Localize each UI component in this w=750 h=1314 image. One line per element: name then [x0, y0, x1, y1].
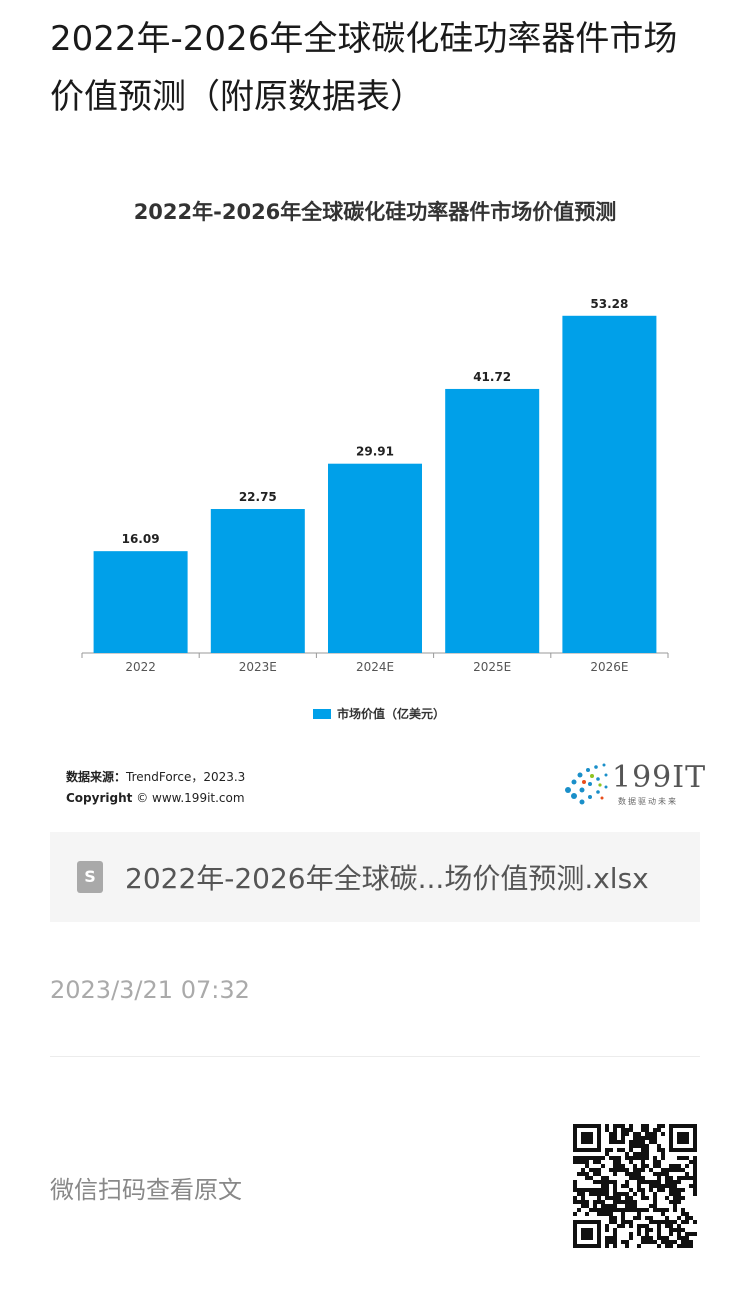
bar-chart: 16.09 2022 22.75 2023E 29.91 2024E 41.72 2025E 5…: [81, 297, 669, 674]
legend-label: 市场价值（亿美元）: [337, 707, 446, 721]
x-tick-label-2026E: 2026E: [590, 660, 628, 674]
data-label-2023E: 22.75: [239, 490, 277, 504]
logo-dots-icon: [565, 763, 608, 805]
data-label-2024E: 29.91: [356, 445, 394, 459]
divider: [50, 1056, 700, 1057]
source-label: 数据来源：: [66, 770, 127, 784]
x-tick-label-2025E: 2025E: [473, 660, 511, 674]
publish-timestamp: 2023/3/21 07:32: [50, 976, 250, 1004]
copyright-label: Copyright: [66, 791, 133, 805]
bar-2023E: [210, 509, 305, 653]
x-tick-label-2024E: 2024E: [356, 660, 394, 674]
legend-swatch: [313, 708, 331, 719]
brand-logo: 199IT 数据驱动未来: [560, 760, 705, 810]
chart-title: 2022年-2026年全球碳化硅功率器件市场价值预测: [133, 200, 617, 224]
bar-2025E: [445, 388, 540, 653]
attachment-file-name[interactable]: 2022年-2026年全球碳...场价值预测.xlsx: [125, 862, 649, 895]
chart-image: 2022年-2026年全球碳化硅功率器件市场价值预测 16.09 2022 22.7…: [50, 180, 705, 820]
bar-2024E: [328, 463, 422, 653]
bar-2022: [93, 551, 188, 653]
scan-prompt: 微信扫码查看原文: [50, 1176, 242, 1204]
spreadsheet-file-icon: S: [77, 861, 103, 893]
logo-tagline: 数据驱动未来: [618, 797, 678, 806]
data-label-2025E: 41.72: [473, 370, 511, 384]
x-tick-label-2022: 2022: [125, 660, 156, 674]
bar-2026E: [562, 315, 657, 653]
chart-source: 数据来源：TrendForce，2023.3 Copyright © www.1…: [66, 767, 245, 809]
data-label-2022: 16.09: [122, 532, 160, 546]
x-tick-label-2023E: 2023E: [239, 660, 277, 674]
data-label-2026E: 53.28: [590, 297, 628, 311]
attachment-card[interactable]: S 2022年-2026年全球碳...场价值预测.xlsx: [50, 832, 700, 922]
qr-code-icon[interactable]: [573, 1124, 697, 1248]
page-title: 2022年-2026年全球碳化硅功率器件市场价值预测（附原数据表）: [50, 19, 678, 117]
logo-text: 199IT: [612, 760, 707, 795]
copyright-value: © www.199it.com: [136, 791, 245, 805]
chart-legend: 市场价值（亿美元）: [313, 705, 445, 722]
source-value: TrendForce，2023.3: [126, 770, 246, 784]
